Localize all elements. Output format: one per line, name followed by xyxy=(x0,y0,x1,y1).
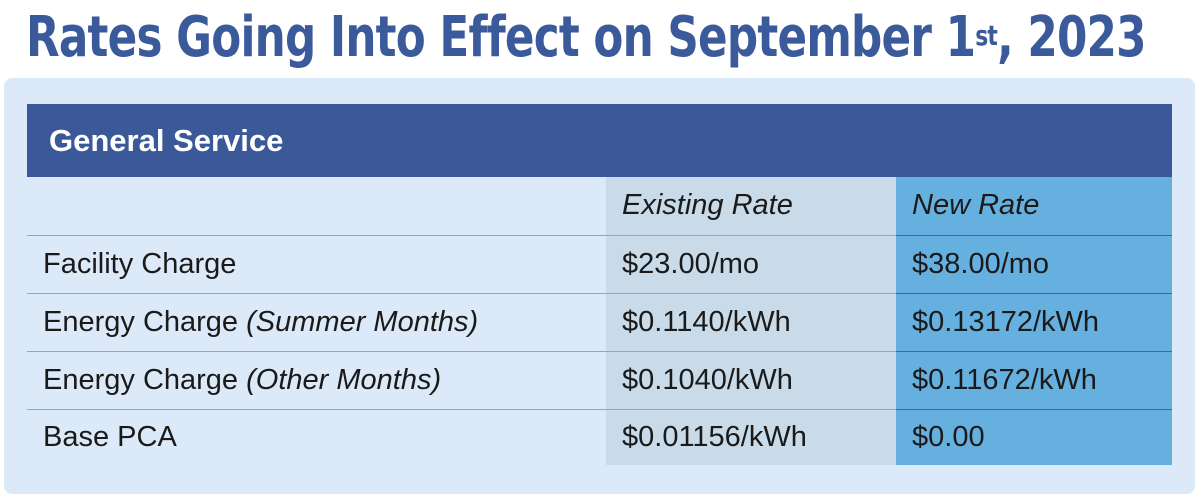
row-label: Facility Charge xyxy=(27,234,606,293)
new-rate-cell: $0.11672/kWh xyxy=(896,350,1172,409)
existing-rate-cell: $23.00/mo xyxy=(606,234,896,293)
column-header-existing-rate: Existing Rate xyxy=(606,177,896,235)
table-row: Energy Charge (Other Months) $0.1040/kWh… xyxy=(27,350,1172,409)
table-row: Energy Charge (Summer Months) $0.1140/kW… xyxy=(27,292,1172,351)
new-rate-cell: $0.13172/kWh xyxy=(896,292,1172,351)
section-header: General Service xyxy=(27,104,1172,177)
rates-table: General Service Existing Rate New Rate F… xyxy=(27,104,1172,465)
column-header-row: Existing Rate New Rate xyxy=(27,177,1172,235)
row-label-text: Energy Charge xyxy=(43,363,247,396)
column-header-label xyxy=(27,177,606,235)
row-label: Energy Charge (Summer Months) xyxy=(27,292,606,351)
page-title: Rates Going Into Effect on September 1st… xyxy=(26,2,1147,74)
title-year: , 2023 xyxy=(997,5,1146,70)
row-label-text: Base PCA xyxy=(43,420,177,453)
existing-rate-cell: $0.1140/kWh xyxy=(606,292,896,351)
existing-rate-cell: $0.01156/kWh xyxy=(606,408,896,465)
row-label-qualifier: (Summer Months) xyxy=(246,305,479,338)
rates-grid: Existing Rate New Rate Facility Charge $… xyxy=(27,177,1172,465)
table-row: Facility Charge $23.00/mo $38.00/mo xyxy=(27,234,1172,293)
existing-rate-cell: $0.1040/kWh xyxy=(606,350,896,409)
title-main: Rates Going Into Effect on September 1 xyxy=(26,5,976,70)
title-ordinal-suffix: st xyxy=(975,19,998,52)
column-header-new-rate: New Rate xyxy=(896,177,1172,235)
row-label-text: Facility Charge xyxy=(43,247,237,280)
row-label: Energy Charge (Other Months) xyxy=(27,350,606,409)
row-label-qualifier: (Other Months) xyxy=(246,363,442,396)
table-row: Base PCA $0.01156/kWh $0.00 xyxy=(27,408,1172,465)
row-label-text: Energy Charge xyxy=(43,305,247,338)
new-rate-cell: $0.00 xyxy=(896,408,1172,465)
row-label: Base PCA xyxy=(27,408,606,465)
new-rate-cell: $38.00/mo xyxy=(896,234,1172,293)
